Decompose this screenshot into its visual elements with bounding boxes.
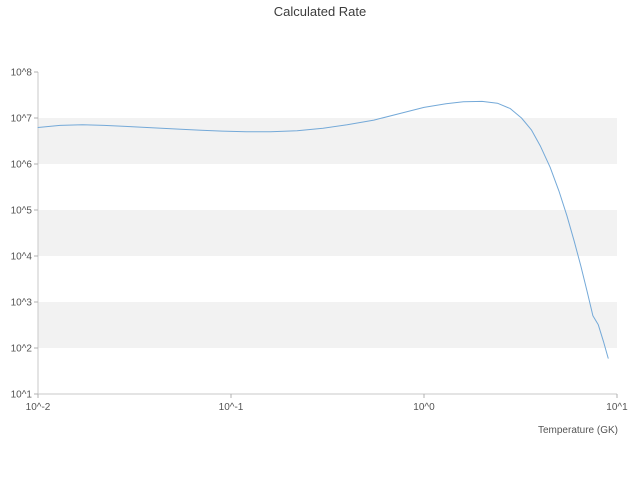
y-tick-label: 10^1 (11, 390, 33, 401)
x-tick-label: 10^-2 (26, 402, 51, 413)
y-tick-label: 10^7 (11, 114, 33, 125)
decade-band (38, 118, 617, 164)
y-tick-label: 10^4 (11, 252, 33, 263)
x-axis-label: Temperature (GK) (537, 425, 618, 436)
decade-band (38, 302, 617, 348)
y-tick-label: 10^6 (11, 160, 33, 171)
x-tick-label: 10^-1 (219, 402, 244, 413)
y-tick-label: 10^8 (11, 68, 33, 79)
y-tick-label: 10^3 (11, 298, 33, 309)
y-tick-label: 10^2 (11, 344, 33, 355)
y-tick-label: 10^5 (11, 206, 33, 217)
decade-band (38, 210, 617, 256)
chart-title: Calculated Rate (273, 4, 367, 19)
x-tick-label: 10^1 (606, 402, 628, 413)
x-tick-label: 10^0 (413, 402, 435, 413)
rate-curve (37, 100, 609, 359)
